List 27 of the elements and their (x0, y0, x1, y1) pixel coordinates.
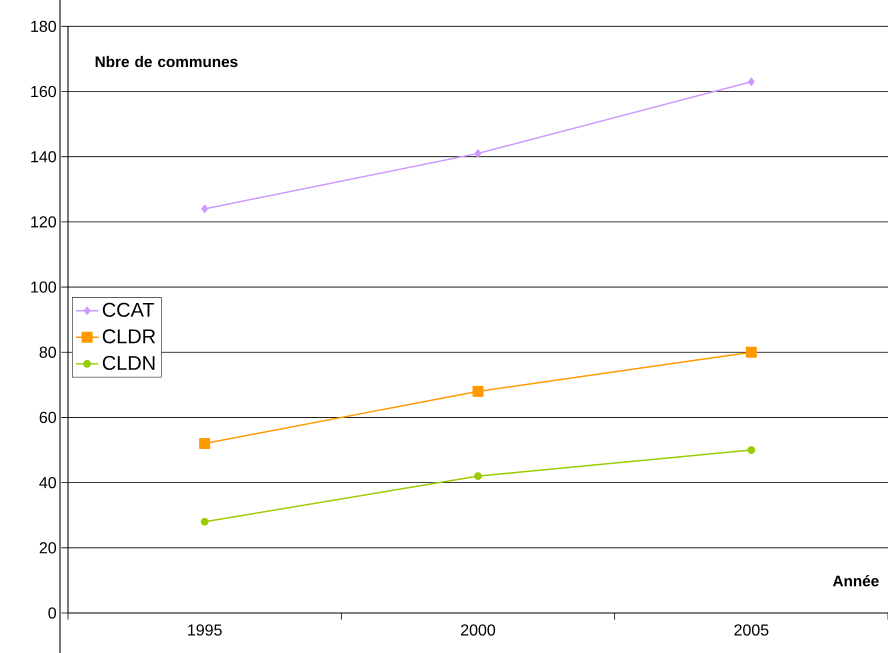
legend-label: CLDN (102, 356, 154, 370)
y-tick-label: 0 (48, 607, 56, 619)
point (748, 78, 755, 86)
x-axis-title: Année (832, 575, 879, 586)
y-tick-label: 100 (31, 281, 56, 293)
y-tick-label: 160 (31, 86, 56, 98)
y-tick-label: 60 (40, 412, 56, 424)
y-tick-label: 140 (31, 151, 56, 162)
x-tick-label: 2000 (461, 624, 496, 636)
y-tick-label: 20 (40, 542, 56, 554)
point (474, 149, 482, 158)
y-tick-label: 80 (40, 346, 56, 358)
point (747, 446, 756, 454)
y-tick-label: 120 (31, 216, 56, 228)
point (474, 472, 482, 480)
y-axis-title: Nbre de communes (96, 56, 238, 68)
point (746, 346, 757, 358)
point (199, 438, 210, 450)
x-tick-label: 2005 (734, 624, 768, 636)
y-tick-label: 40 (39, 476, 56, 488)
y-tick-label: 180 (31, 20, 56, 32)
point (201, 204, 208, 214)
point (472, 386, 484, 397)
legend-label: CCAT (102, 302, 154, 317)
legend-label: CLDR (102, 329, 156, 344)
x-tick-label: 1995 (188, 624, 222, 636)
point (200, 518, 209, 526)
